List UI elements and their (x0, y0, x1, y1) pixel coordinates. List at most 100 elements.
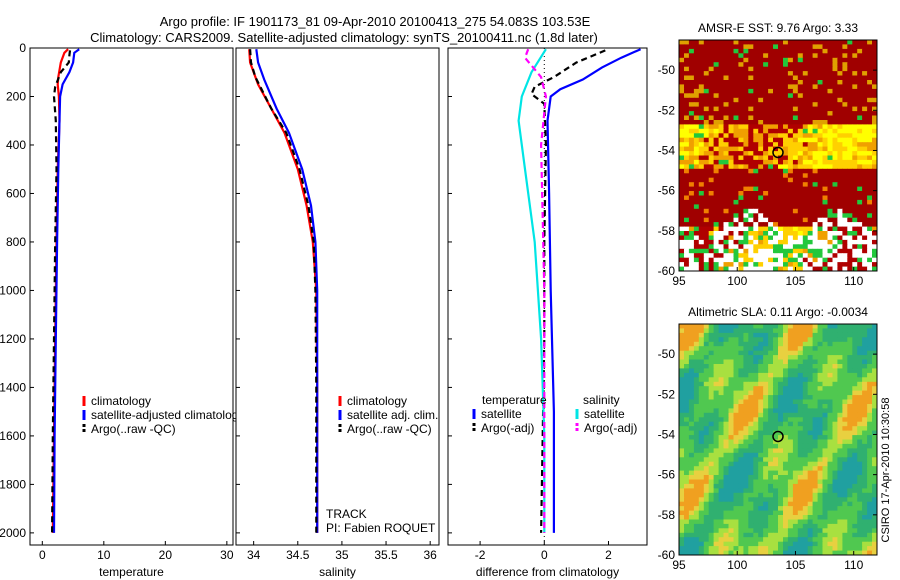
map-cell (763, 155, 769, 161)
map-cell (723, 501, 729, 507)
map-cell (787, 182, 794, 188)
map-cell (867, 328, 873, 334)
map-cell (872, 106, 878, 112)
map-cell (733, 97, 739, 103)
map-cell (852, 435, 858, 440)
map-cell (738, 146, 744, 152)
map-cell (773, 364, 779, 369)
map-cell (862, 501, 868, 507)
map-cell (817, 337, 824, 343)
map-cell (812, 57, 819, 63)
map-cell (847, 120, 853, 125)
map-cell (872, 88, 878, 94)
map-cell (862, 186, 868, 192)
series-line (546, 48, 642, 533)
map-cell (852, 80, 858, 85)
map-cell (817, 443, 824, 449)
map-cell (822, 461, 828, 467)
map-cell (872, 479, 878, 485)
map-cell (842, 222, 848, 227)
map-cell (807, 239, 814, 245)
map-cell (713, 239, 720, 245)
map-cell (733, 213, 739, 219)
map-cell (743, 84, 749, 90)
map-cell (688, 475, 695, 480)
map-cell (708, 204, 715, 210)
map-cell (718, 421, 725, 427)
map-cell (773, 133, 779, 139)
map-cell (684, 337, 690, 343)
map-cell (807, 452, 814, 458)
map-cell (827, 408, 833, 414)
map-cell (748, 497, 754, 503)
map-cell (713, 377, 720, 383)
map-cell (862, 231, 868, 236)
map-cell (758, 337, 764, 343)
map-cell (703, 191, 710, 196)
map-cell (758, 44, 764, 50)
map-cell (679, 341, 685, 347)
map-cell (837, 159, 843, 165)
map-cell (802, 177, 809, 183)
map-cell (842, 457, 848, 463)
map-cell (679, 120, 685, 125)
map-cell (807, 53, 814, 59)
map-cell (842, 266, 848, 272)
map-cell (718, 106, 725, 112)
map-cell (738, 155, 744, 161)
map-cell (698, 390, 705, 396)
map-cell (763, 266, 769, 272)
map-cell (778, 328, 784, 334)
map-cell (837, 155, 843, 161)
map-cell (738, 332, 744, 338)
map-cell (688, 328, 695, 334)
map-cell (679, 510, 685, 516)
map-cell (787, 546, 794, 551)
map-cell (733, 461, 739, 467)
map-cell (728, 159, 734, 165)
map-cell (723, 395, 729, 400)
map-cell (778, 133, 784, 139)
map-cell (867, 159, 873, 165)
map-cell (713, 337, 720, 343)
map-cell (802, 204, 809, 210)
map-cell (837, 199, 843, 205)
map-cell (718, 497, 725, 503)
map-cell (852, 546, 858, 551)
map-cell (783, 53, 789, 59)
map-cell (773, 164, 779, 170)
map-cell (693, 381, 700, 387)
map-cell (822, 408, 828, 414)
map-cell (758, 404, 764, 409)
map-cell (768, 461, 774, 467)
map-cell (847, 501, 853, 507)
map-cell (792, 53, 799, 59)
map-cell (708, 222, 715, 227)
map-cell (718, 488, 725, 494)
map-cell (748, 111, 754, 116)
map-cell (753, 266, 759, 272)
map-cell (679, 404, 685, 409)
map-cell (787, 266, 794, 272)
map-cell (827, 528, 833, 534)
map-cell (718, 177, 725, 183)
map-cell (842, 475, 848, 480)
map-cell (763, 71, 769, 76)
map-cell (778, 452, 784, 458)
map-cell (679, 332, 685, 338)
map-cell (753, 164, 759, 170)
map-cell (753, 177, 759, 183)
map-cell (847, 359, 853, 365)
map-cell (842, 541, 848, 547)
map-cell (857, 501, 863, 507)
map-cell (867, 102, 873, 108)
map-cell (693, 257, 700, 263)
map-cell (812, 421, 819, 427)
map-cell (783, 155, 789, 161)
map-cell (723, 164, 729, 170)
map-cell (708, 324, 715, 329)
map-cell (817, 182, 824, 188)
map-cell (768, 541, 774, 547)
map-cell (768, 155, 774, 161)
map-cell (748, 248, 754, 254)
